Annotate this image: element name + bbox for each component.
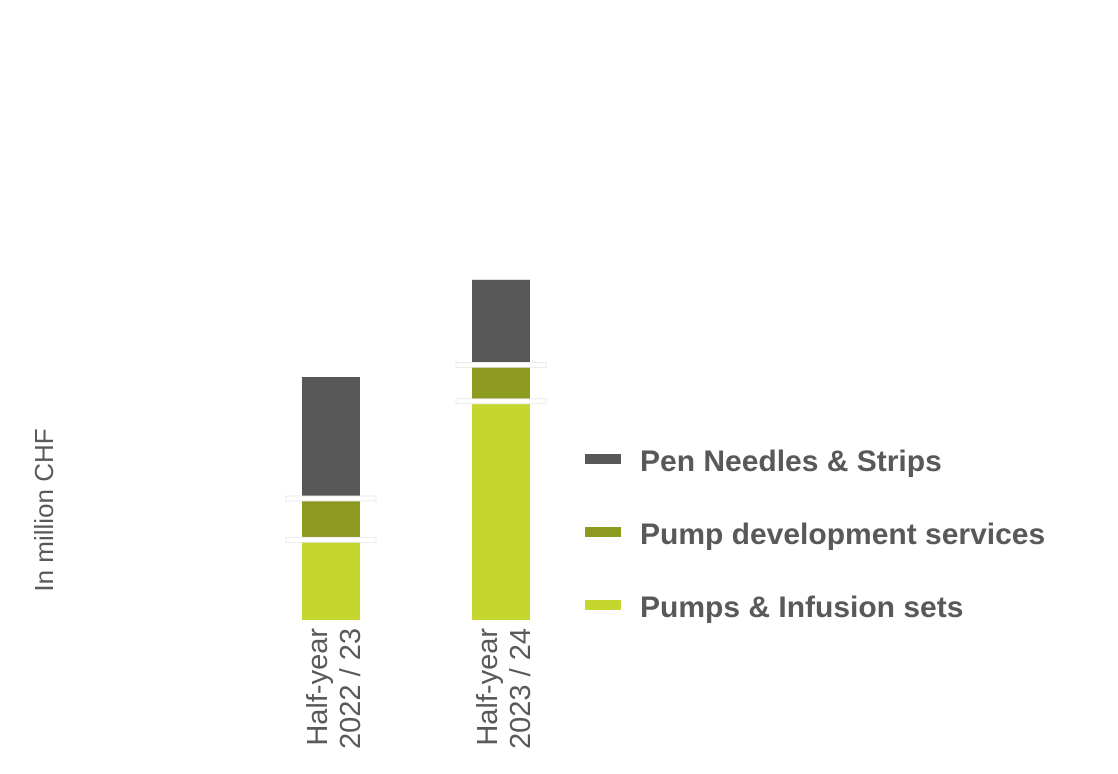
segment-separator [455,361,547,368]
legend-label-pump-development-services: Pump development services [640,518,1045,551]
y-axis-label: In million CHF [29,428,59,591]
bar-pump-development-services-1 [302,498,360,540]
legend-label-pen-needles-strips: Pen Needles & Strips [640,445,942,478]
bar-pen-needles-strips-1 [302,377,360,499]
legend-swatch-pump-development-services [585,527,621,537]
bar-pumps-infusion-sets-1 [302,539,360,620]
segment-separator [455,398,547,405]
x-tick-label-line: Half-year [302,628,334,746]
x-tick-label-line: Half-year [472,628,504,746]
legend-swatch-pumps-infusion-sets [585,600,621,610]
bars-group [285,279,547,620]
x-tick-label-line: 2023 / 24 [505,628,537,749]
x-tick-label-1: Half-year2022 / 23 [302,628,367,749]
x-tick-label-line: 2022 / 23 [335,628,367,749]
segment-separator [285,536,377,543]
bar-pen-needles-strips-2 [472,279,530,365]
legend-swatch-pen-needles-strips [585,454,621,464]
legend-label-pumps-infusion-sets: Pumps & Infusion sets [640,591,963,624]
x-tick-labels: Half-year2022 / 23 Half-year2023 / 24 [302,628,537,749]
bar-pumps-infusion-sets-2 [472,401,530,620]
legend: Pen Needles & Strips Pump development ser… [585,445,1045,624]
segment-separator [285,495,377,502]
x-tick-label-2: Half-year2023 / 24 [472,628,537,749]
bar-pump-development-services-2 [472,364,530,402]
